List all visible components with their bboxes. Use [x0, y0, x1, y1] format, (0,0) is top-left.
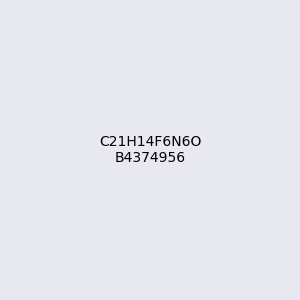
Text: C21H14F6N6O
B4374956: C21H14F6N6O B4374956 — [99, 135, 201, 165]
